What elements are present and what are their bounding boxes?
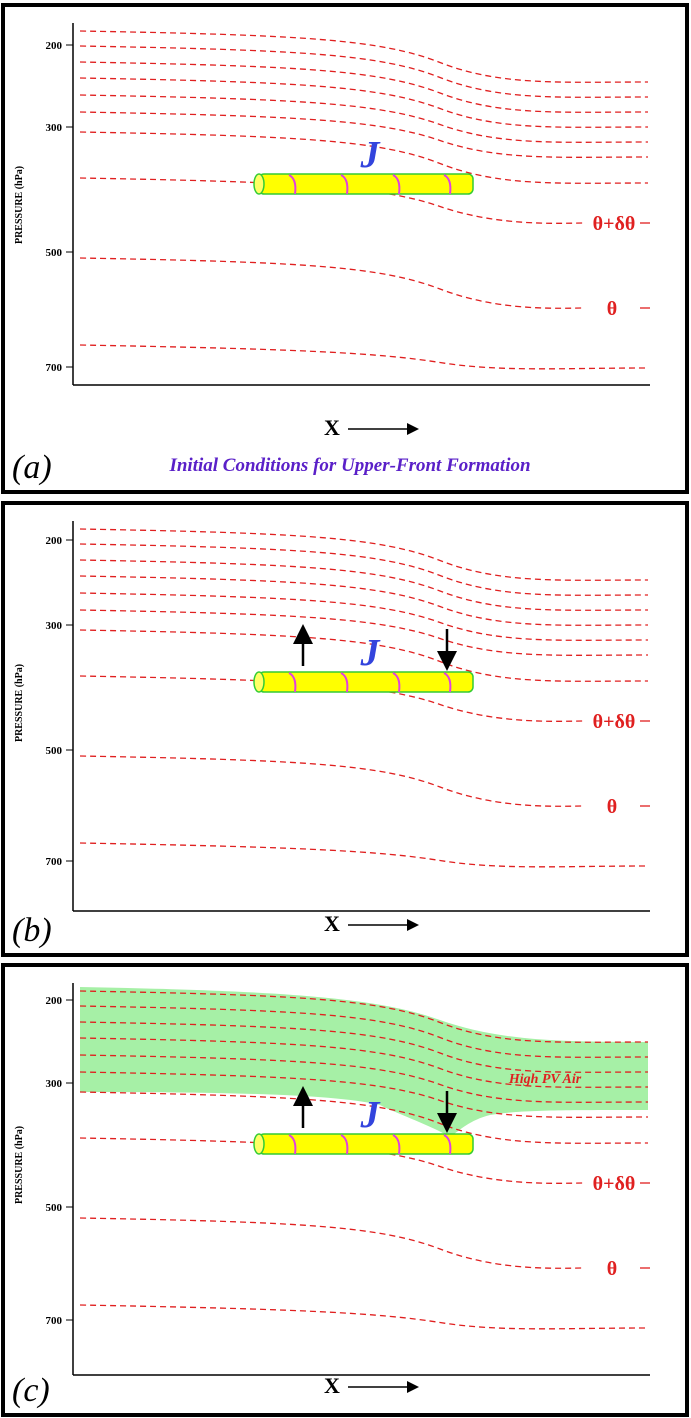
isentrope [79, 675, 586, 722]
x-axis-label: X [324, 415, 340, 440]
isentrope [79, 609, 649, 656]
circulation-arrow [288, 1134, 297, 1155]
isentrope [79, 1021, 649, 1073]
isentrope [79, 1054, 649, 1103]
panel: 200 300 500 700 PRESSURE (hPa) θ+δθ θ J X (b) [1, 501, 689, 957]
circulation-arrow [288, 672, 297, 693]
isentrope [79, 990, 649, 1043]
panel: High PV Air 200 300 500 700 PRESSURE (hPa) θ+δ… [1, 963, 689, 1417]
circulation-arrow [340, 174, 349, 195]
isentrope-label: θ [607, 298, 617, 320]
circulation-arrow [288, 174, 297, 195]
isentrope [79, 559, 649, 611]
y-tick-label: 500 [46, 247, 63, 259]
isentrope [79, 344, 649, 370]
jet-label: J [360, 632, 381, 674]
isentrope [79, 1037, 649, 1088]
isentrope-label: θ+δθ [593, 1173, 636, 1195]
isentrope [79, 629, 649, 682]
isentrope [79, 1091, 649, 1144]
circulation-arrow [392, 174, 401, 195]
isentrope [79, 575, 649, 626]
y-tick-label: 200 [46, 40, 63, 52]
jet-label: J [360, 1094, 381, 1136]
isentrope [79, 592, 649, 641]
y-axis-label: PRESSURE (hPa) [14, 1126, 25, 1204]
y-tick-label: 200 [46, 995, 63, 1007]
panel-border [1, 501, 689, 957]
isentrope [79, 1071, 649, 1118]
isentrope-label: θ [607, 796, 617, 818]
x-axis-label: X [324, 1373, 340, 1398]
y-tick-label: 700 [46, 1315, 63, 1327]
isentrope [79, 528, 649, 581]
circulation-arrow [340, 1134, 349, 1155]
isentrope-label: θ+δθ [593, 711, 636, 733]
circulation-arrow [340, 672, 349, 693]
isentrope [79, 543, 649, 596]
isentrope [79, 77, 649, 128]
y-tick-label: 300 [46, 1078, 63, 1090]
isentrope-label: θ+δθ [593, 213, 636, 235]
jet-end [253, 671, 265, 693]
isentrope [79, 257, 586, 309]
y-tick-label: 200 [46, 535, 63, 547]
y-tick-label: 700 [46, 856, 63, 868]
y-axis-label: PRESSURE (hPa) [14, 166, 25, 244]
isentrope [79, 1217, 586, 1269]
panel-label: (b) [12, 912, 52, 949]
isentrope [79, 177, 586, 224]
panel: 200 300 500 700 PRESSURE (hPa) θ+δθ θ J X (a) Init… [1, 3, 689, 494]
circulation-arrow [443, 1134, 452, 1155]
panel-label: (a) [12, 449, 52, 486]
isentrope [79, 755, 586, 807]
isentrope [79, 111, 649, 158]
panel-border [1, 3, 689, 494]
region-label: High PV Air [508, 1072, 582, 1087]
isentrope [79, 1005, 649, 1058]
isentrope [79, 1137, 586, 1184]
y-tick-label: 500 [46, 745, 63, 757]
y-axis-label: PRESSURE (hPa) [14, 664, 25, 742]
isentrope-label: θ [607, 1258, 617, 1280]
isentrope [79, 94, 649, 143]
x-axis-label: X [324, 911, 340, 936]
isentrope [79, 131, 649, 184]
circulation-arrow [443, 174, 452, 195]
circulation-arrow [392, 672, 401, 693]
caption: Initial Conditions for Upper-Front Forma… [168, 455, 530, 476]
isentrope [79, 30, 649, 83]
isentrope [79, 45, 649, 98]
isentrope [79, 61, 649, 113]
isentrope [79, 842, 649, 868]
panel-label: (c) [12, 1372, 50, 1409]
circulation-arrow [392, 1134, 401, 1155]
circulation-arrow [443, 672, 452, 693]
y-tick-label: 500 [46, 1202, 63, 1214]
isentrope [79, 1304, 649, 1330]
jet-end [253, 173, 265, 195]
y-tick-label: 300 [46, 620, 63, 632]
jet-end [253, 1133, 265, 1155]
y-tick-label: 700 [46, 362, 63, 374]
y-tick-label: 300 [46, 122, 63, 134]
jet-label: J [360, 134, 381, 176]
